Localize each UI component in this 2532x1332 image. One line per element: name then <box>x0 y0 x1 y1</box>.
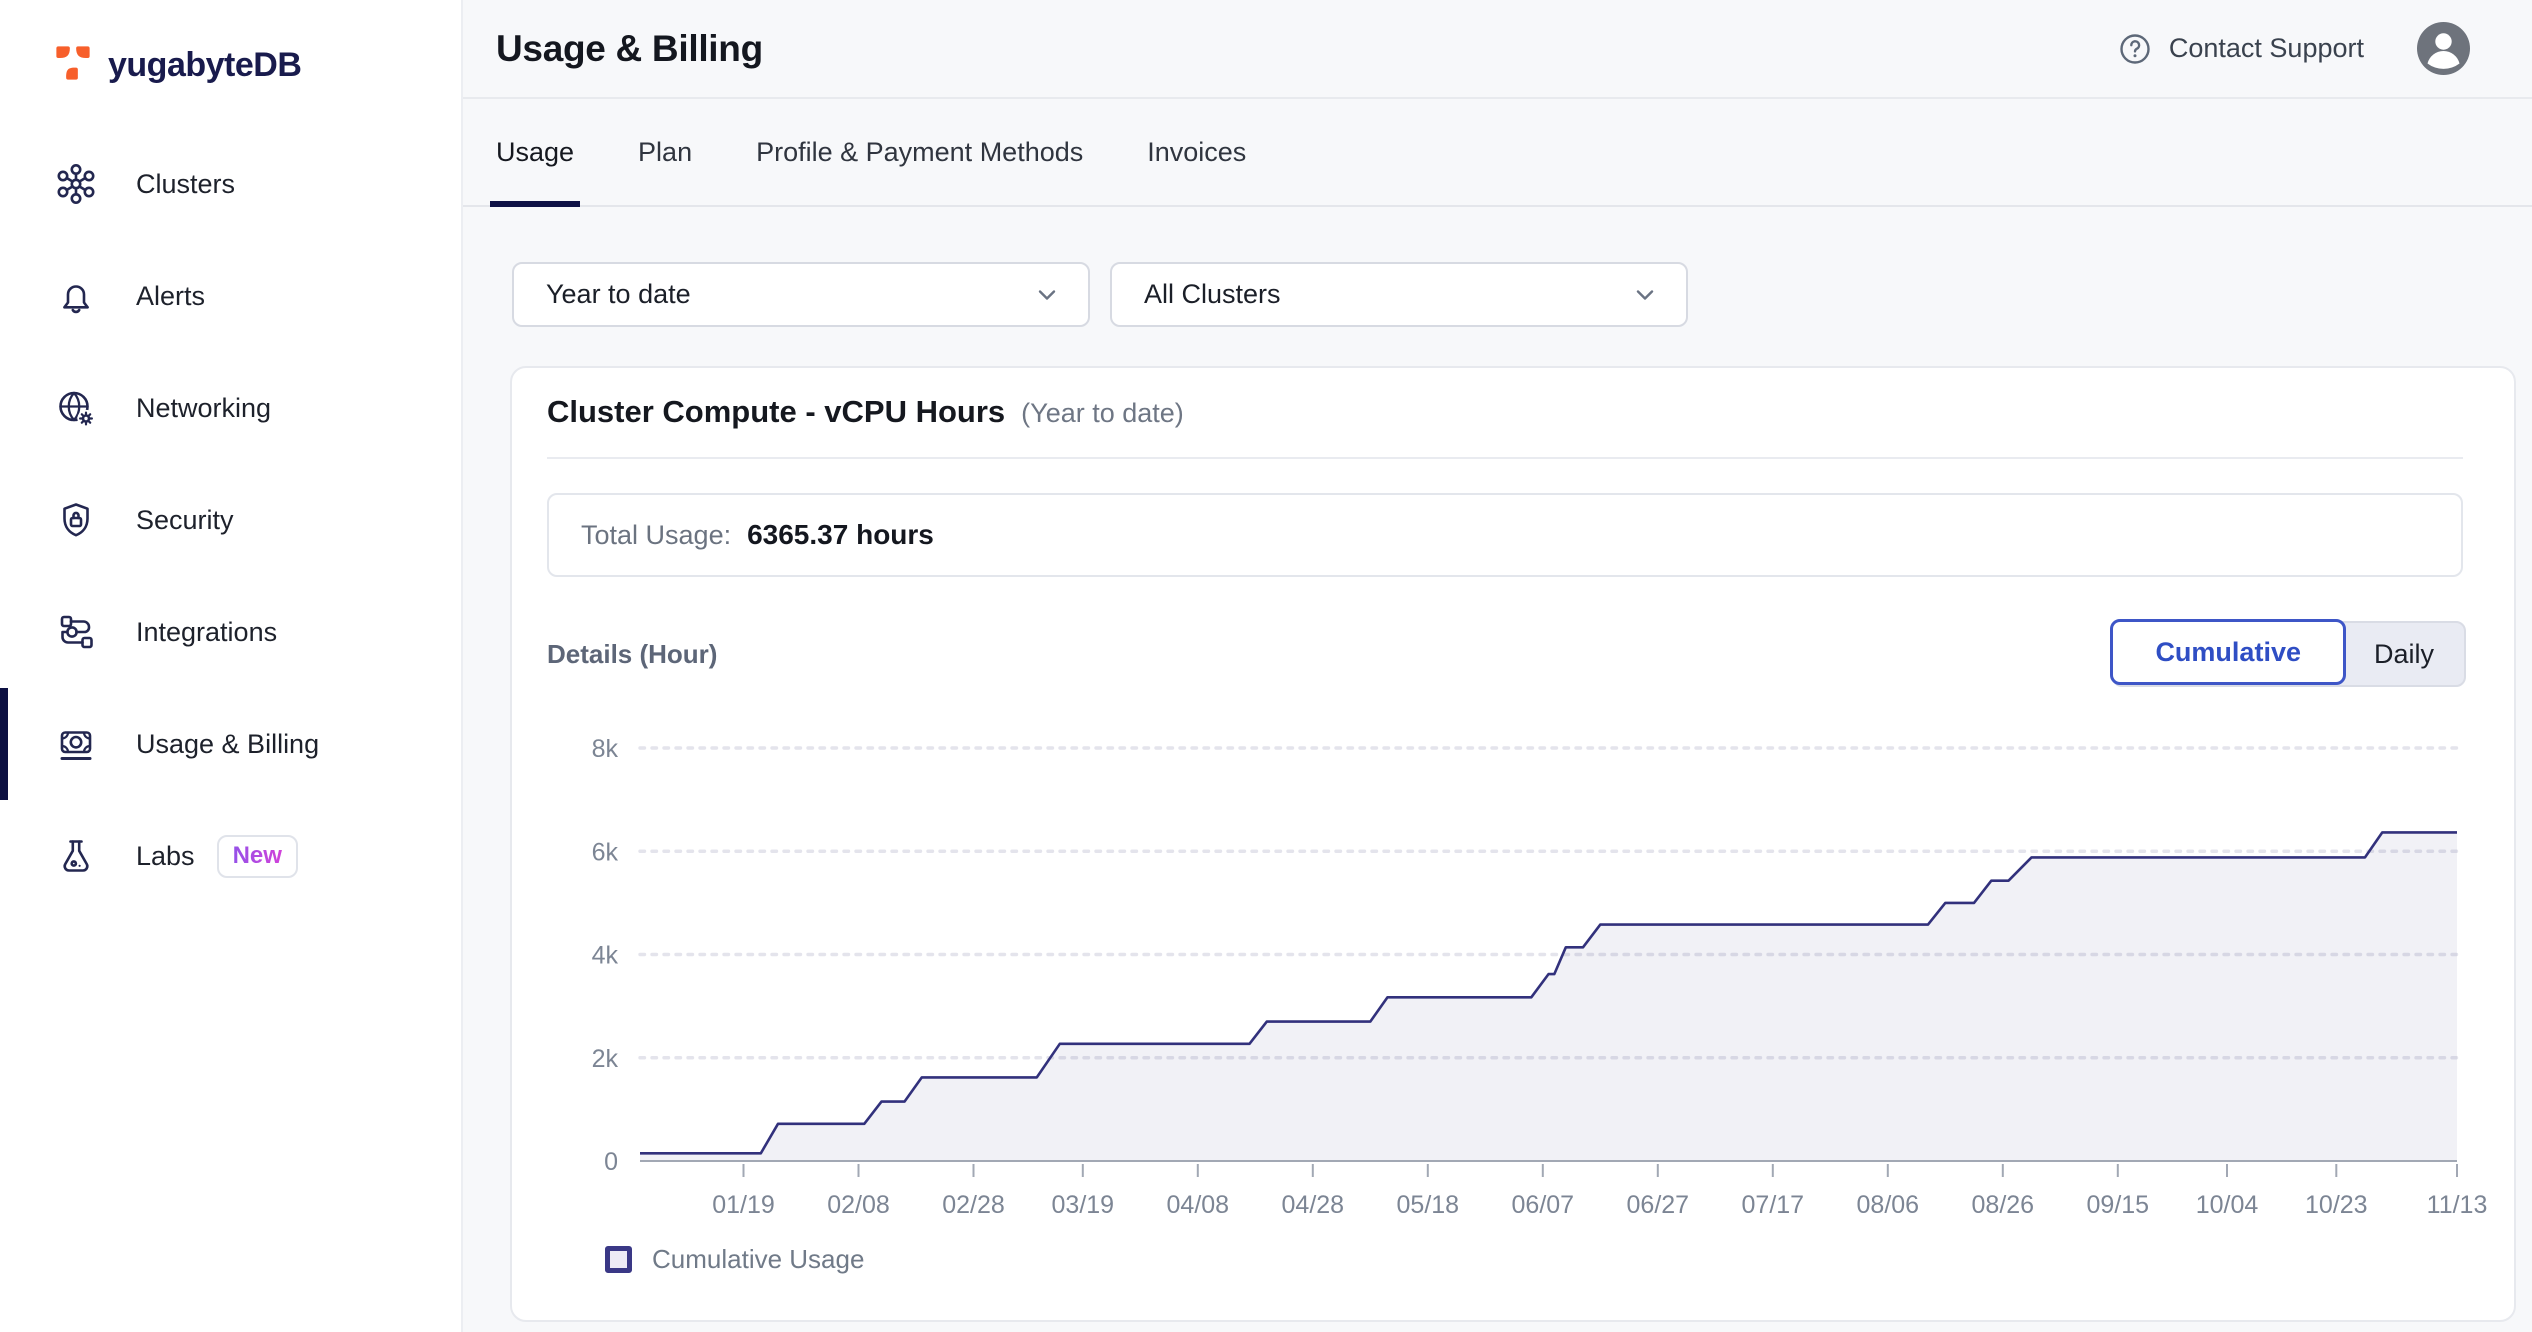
integrations-icon <box>54 610 98 654</box>
clusters-icon <box>54 162 98 206</box>
new-badge: New <box>217 835 298 878</box>
y-axis-tick-label: 6k <box>592 838 619 866</box>
x-axis-tick-label: 05/18 <box>1397 1191 1460 1219</box>
y-axis-tick-label: 4k <box>592 942 619 970</box>
y-axis-tick-label: 8k <box>592 735 619 763</box>
topbar: Usage & Billing Contact Support <box>463 0 2532 99</box>
tab-plan[interactable]: Plan <box>638 99 692 205</box>
y-axis-tick-label: 2k <box>592 1045 619 1073</box>
usage-card: Cluster Compute - vCPU Hours (Year to da… <box>510 366 2516 1322</box>
app-root: yugabyteDB Clusters Alerts Networking Secur… <box>0 0 2532 1332</box>
time-range-value: Year to date <box>546 279 691 310</box>
cluster-select[interactable]: All Clusters <box>1110 262 1688 327</box>
tab-invoices[interactable]: Invoices <box>1147 99 1246 205</box>
x-axis-tick-label: 07/17 <box>1742 1191 1805 1219</box>
usage-area-chart: 0 2k 4k 6k 8k 01/19 02/08 02/28 03/19 04/08 04/28 0… <box>562 711 2492 1223</box>
total-usage-label: Total Usage: <box>581 520 731 551</box>
divider <box>547 457 2463 459</box>
yugabyte-logo-icon <box>54 44 92 87</box>
total-usage-box: Total Usage: 6365.37 hours <box>547 493 2463 577</box>
x-axis-tick-label: 11/13 <box>2427 1191 2488 1219</box>
shield-lock-icon <box>54 498 98 542</box>
sidebar-menu: Clusters Alerts Networking Security Integrat… <box>0 100 461 912</box>
legend-label: Cumulative Usage <box>652 1244 864 1275</box>
filters: Year to date All Clusters <box>512 262 2516 327</box>
sidebar-item-clusters[interactable]: Clusters <box>0 128 461 240</box>
details-label: Details (Hour) <box>547 639 717 670</box>
x-axis-tick-label: 10/23 <box>2305 1191 2368 1219</box>
x-axis-tick-label: 09/15 <box>2087 1191 2150 1219</box>
sidebar-item-labs[interactable]: Labs New <box>0 800 461 912</box>
sidebar-item-integrations[interactable]: Integrations <box>0 576 461 688</box>
total-usage-value: 6365.37 hours <box>747 519 934 551</box>
main-area: Usage & Billing Contact Support <box>463 0 2532 1332</box>
time-range-select[interactable]: Year to date <box>512 262 1090 327</box>
sidebar: yugabyteDB Clusters Alerts Networking Secur… <box>0 0 463 1332</box>
legend-checkbox[interactable] <box>605 1246 632 1273</box>
sidebar-item-security[interactable]: Security <box>0 464 461 576</box>
sidebar-item-label: Integrations <box>136 617 277 648</box>
cluster-value: All Clusters <box>1144 279 1281 310</box>
x-axis-tick-label: 02/08 <box>827 1191 890 1219</box>
x-axis-tick-label: 03/19 <box>1052 1191 1115 1219</box>
sidebar-item-label: Networking <box>136 393 271 424</box>
sidebar-item-label: Alerts <box>136 281 205 312</box>
toggle-cumulative[interactable]: Cumulative <box>2110 619 2346 685</box>
contact-support-button[interactable]: Contact Support <box>2115 29 2364 69</box>
topbar-right: Contact Support <box>2115 22 2470 75</box>
sidebar-item-label: Labs <box>136 841 195 872</box>
view-mode-toggle: CumulativeDaily <box>2112 621 2466 687</box>
bell-icon <box>54 274 98 318</box>
x-axis-tick-label: 01/19 <box>712 1191 775 1219</box>
x-axis-tick-label: 08/26 <box>1972 1191 2035 1219</box>
help-circle-icon <box>2115 29 2155 69</box>
toggle-daily[interactable]: Daily <box>2344 623 2464 685</box>
x-axis-tick-label: 10/04 <box>2196 1191 2259 1219</box>
tab-profile-payment-methods[interactable]: Profile & Payment Methods <box>756 99 1083 205</box>
chart-legend: Cumulative Usage <box>605 1241 2514 1277</box>
banknote-icon <box>54 722 98 766</box>
contact-support-label: Contact Support <box>2169 33 2364 64</box>
brand-name: yugabyteDB <box>108 46 301 85</box>
x-axis-tick-label: 02/28 <box>942 1191 1005 1219</box>
x-axis-tick-label: 04/08 <box>1167 1191 1230 1219</box>
sidebar-item-label: Security <box>136 505 234 536</box>
x-axis-tick-label: 08/06 <box>1857 1191 1920 1219</box>
cumulative-area <box>640 832 2457 1161</box>
usage-card-subtitle: (Year to date) <box>1021 398 1184 429</box>
usage-card-header: Cluster Compute - vCPU Hours (Year to da… <box>512 394 2514 430</box>
x-axis-tick-label: 04/28 <box>1282 1191 1345 1219</box>
y-axis-tick-label: 0 <box>604 1148 618 1176</box>
sidebar-item-networking[interactable]: Networking <box>0 352 461 464</box>
usage-card-title: Cluster Compute - vCPU Hours <box>547 394 1005 430</box>
brand-logo[interactable]: yugabyteDB <box>0 0 461 100</box>
x-axis-tick-label: 06/27 <box>1627 1191 1690 1219</box>
user-avatar[interactable] <box>2417 22 2470 75</box>
page-title: Usage & Billing <box>496 28 763 70</box>
details-row: Details (Hour) CumulativeDaily <box>547 621 2466 687</box>
tab-usage[interactable]: Usage <box>496 99 574 205</box>
chevron-down-icon <box>1032 280 1062 310</box>
sidebar-item-alerts[interactable]: Alerts <box>0 240 461 352</box>
content: Year to date All Clusters Cluster Comput… <box>463 207 2532 1332</box>
sidebar-item-label: Clusters <box>136 169 235 200</box>
sidebar-item-label: Usage & Billing <box>136 729 319 760</box>
flask-icon <box>54 834 98 878</box>
chevron-down-icon <box>1630 280 1660 310</box>
globe-gear-icon <box>54 386 98 430</box>
tabs: Usage Plan Profile & Payment Methods Invoic… <box>463 99 2532 207</box>
sidebar-item-usage-billing[interactable]: Usage & Billing <box>0 688 461 800</box>
x-axis-tick-label: 06/07 <box>1512 1191 1575 1219</box>
